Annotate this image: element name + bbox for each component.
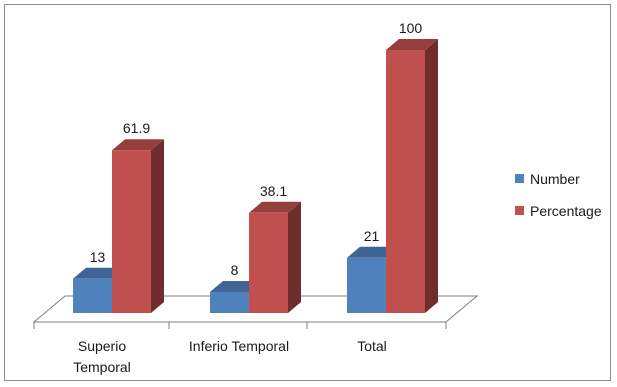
category-label: Inferio Temporal: [189, 338, 289, 354]
bar-side: [288, 201, 301, 313]
bar-side: [151, 139, 164, 313]
category-axis: Superio Temporal Inferio Temporal Total: [73, 338, 387, 375]
bar-front: [210, 291, 249, 313]
bar-front: [347, 257, 386, 313]
data-label: 21: [364, 228, 380, 244]
bar-top: [112, 139, 164, 151]
category-label: Total: [357, 338, 387, 354]
bar-front: [249, 212, 288, 313]
legend: Number Percentage: [515, 171, 602, 219]
bar-front: [112, 150, 151, 313]
bar-front: [73, 278, 112, 313]
data-labels: 13 61.9 8 38.1 21 100: [90, 20, 423, 278]
data-label: 13: [90, 249, 106, 265]
legend-swatch-number: [515, 174, 524, 183]
category-label: Superio: [78, 338, 126, 354]
bar-top: [249, 201, 301, 213]
legend-swatch-percentage: [515, 206, 524, 215]
data-label: 38.1: [260, 183, 287, 199]
legend-label-percentage: Percentage: [530, 203, 602, 219]
bars: [73, 39, 438, 313]
category-label: Temporal: [73, 359, 131, 375]
bar-front: [386, 50, 425, 313]
bar-percentage-1: [112, 139, 164, 313]
data-label: 61.9: [123, 120, 150, 136]
bar-percentage-3: [386, 39, 438, 313]
bar-percentage-2: [249, 201, 301, 313]
data-label: 100: [399, 20, 423, 36]
bar-side: [425, 39, 438, 313]
data-label: 8: [231, 262, 239, 278]
legend-label-number: Number: [530, 171, 580, 187]
bar-top: [386, 39, 438, 50]
